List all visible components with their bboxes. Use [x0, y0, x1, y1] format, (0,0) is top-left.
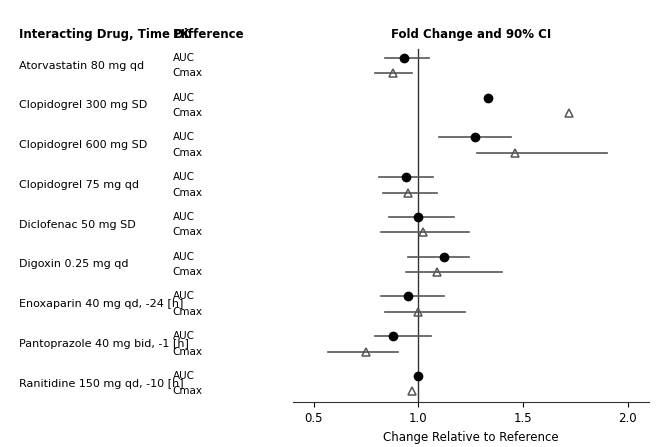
- Text: Clopidogrel 75 mg qd: Clopidogrel 75 mg qd: [19, 180, 139, 190]
- X-axis label: Change Relative to Reference: Change Relative to Reference: [383, 430, 559, 443]
- Text: Pantoprazole 40 mg bid, -1 [h]: Pantoprazole 40 mg bid, -1 [h]: [19, 339, 189, 349]
- Text: Cmax: Cmax: [173, 227, 203, 237]
- Text: Cmax: Cmax: [173, 267, 203, 277]
- Text: AUC: AUC: [173, 371, 195, 381]
- Text: Cmax: Cmax: [173, 68, 203, 78]
- Text: Fold Change and 90% CI: Fold Change and 90% CI: [391, 28, 551, 41]
- Text: Digoxin 0.25 mg qd: Digoxin 0.25 mg qd: [19, 259, 128, 269]
- Text: Enoxaparin 40 mg qd, -24 [h]: Enoxaparin 40 mg qd, -24 [h]: [19, 299, 183, 309]
- Text: AUC: AUC: [173, 93, 195, 102]
- Text: Cmax: Cmax: [173, 346, 203, 357]
- Text: AUC: AUC: [173, 53, 195, 63]
- Text: AUC: AUC: [173, 331, 195, 341]
- Text: AUC: AUC: [173, 291, 195, 301]
- Text: Clopidogrel 600 mg SD: Clopidogrel 600 mg SD: [19, 140, 147, 150]
- Text: Diclofenac 50 mg SD: Diclofenac 50 mg SD: [19, 219, 136, 230]
- Text: PK: PK: [173, 28, 191, 41]
- Text: Cmax: Cmax: [173, 188, 203, 198]
- Text: Clopidogrel 300 mg SD: Clopidogrel 300 mg SD: [19, 100, 147, 110]
- Text: Cmax: Cmax: [173, 307, 203, 317]
- Text: AUC: AUC: [173, 172, 195, 182]
- Text: AUC: AUC: [173, 132, 195, 142]
- Text: Atorvastatin 80 mg qd: Atorvastatin 80 mg qd: [19, 61, 144, 71]
- Text: AUC: AUC: [173, 212, 195, 222]
- Text: Interacting Drug, Time Difference: Interacting Drug, Time Difference: [19, 28, 244, 41]
- Text: Cmax: Cmax: [173, 386, 203, 396]
- Text: Ranitidine 150 mg qd, -10 [h]: Ranitidine 150 mg qd, -10 [h]: [19, 379, 183, 388]
- Text: Cmax: Cmax: [173, 148, 203, 158]
- Text: AUC: AUC: [173, 252, 195, 261]
- Text: Cmax: Cmax: [173, 108, 203, 118]
